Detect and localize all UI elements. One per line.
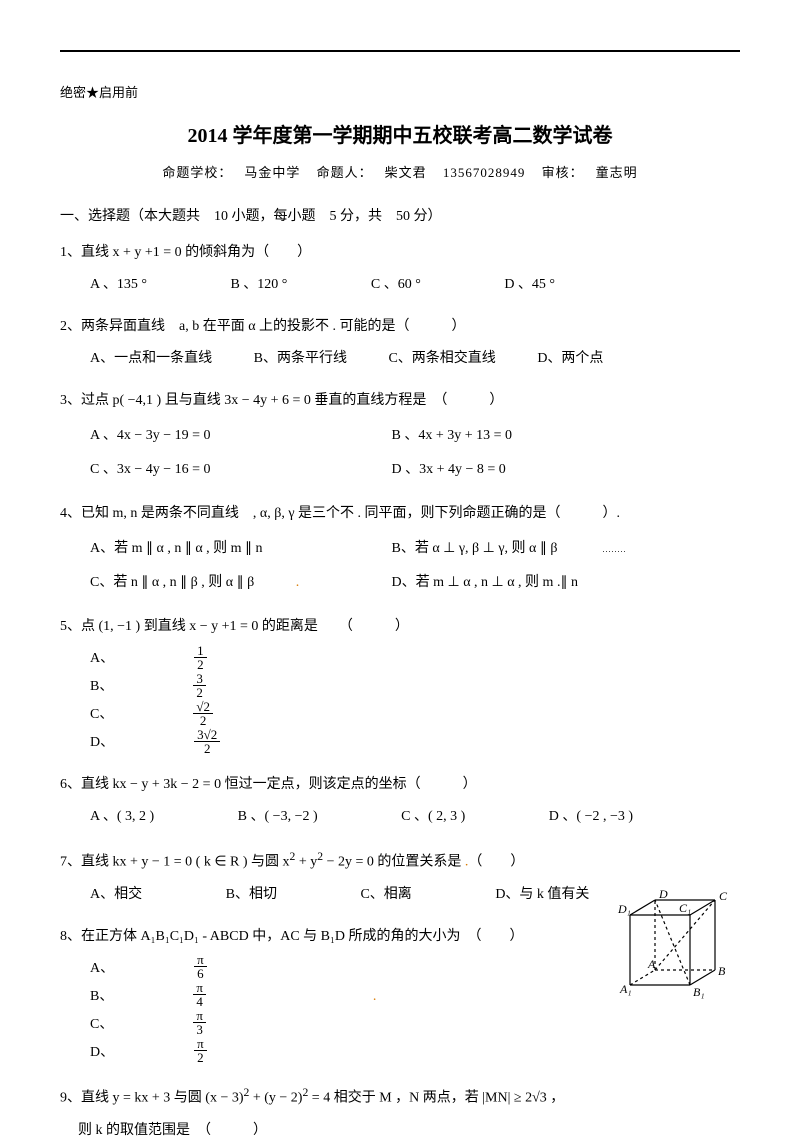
cube-label-a: A <box>647 957 656 971</box>
cube-label-d1: D₁ <box>617 902 631 916</box>
q5-options: A、12 B、32 C、√22 D、3√22 <box>60 645 740 757</box>
q2-opt-c: C、两条相交直线 <box>388 345 495 373</box>
q4-opt-c: C、若 n ∥ α , n ∥ β , 则 α ∥ β . <box>90 566 350 600</box>
question-3: 3、过点 p( −4,1 ) 且与直线 3x − 4y + 6 = 0 垂直的直… <box>60 387 740 486</box>
q1-opt-d: D 、45 ° <box>504 271 555 299</box>
q6-opt-a: A 、( 3, 2 ) <box>90 803 154 831</box>
question-1: 1、直线 x + y +1 = 0 的倾斜角为（ ） A 、135 ° B 、1… <box>60 239 740 299</box>
q7-opt-a: A、相交 <box>90 881 142 909</box>
meta-reviewer-label: 审核： <box>542 165 584 180</box>
cube-diagram: A₁ B₁ B A D₁ C₁ C D <box>615 880 745 1005</box>
q8-opt-d: D、π2 <box>90 1039 367 1067</box>
section-1-heading: 一、选择题（本大题共 10 小题，每小题 5 分，共 50 分） <box>60 205 740 225</box>
q1-opt-b: B 、120 ° <box>230 271 287 299</box>
orange-dot-icon: . <box>373 983 377 1011</box>
q2-opt-b: B、两条平行线 <box>254 345 347 373</box>
q3-opt-a: A 、4x − 3y − 19 = 0 <box>90 419 350 453</box>
q5-opt-a: A、12 <box>90 645 367 673</box>
q5-opt-d: D、3√22 <box>90 729 380 757</box>
q6-options: A 、( 3, 2 ) B 、( −3, −2 ) C 、( 2, 3 ) D … <box>60 803 740 831</box>
q2-opt-a: A、一点和一条直线 <box>90 345 212 373</box>
question-5: 5、点 (1, −1 ) 到直线 x − y +1 = 0 的距离是 （ ） A… <box>60 613 740 757</box>
q1-options: A 、135 ° B 、120 ° C 、60 ° D 、45 ° <box>60 271 740 299</box>
q5-opt-c: C、√22 <box>90 701 373 729</box>
q7-stem: 7、直线 kx + y − 1 = 0 ( k ∈ R ) 与圆 x2 + y2… <box>60 845 740 877</box>
meta-school: 马金中学 <box>244 165 300 180</box>
q3-opt-b: B 、4x + 3y + 13 = 0 <box>392 419 513 453</box>
meta-school-label: 命题学校： <box>162 165 232 180</box>
q1-opt-c: C 、60 ° <box>371 271 421 299</box>
q8-opt-c: C、π3 <box>90 1011 366 1039</box>
q3-stem: 3、过点 p( −4,1 ) 且与直线 3x − 4y + 6 = 0 垂直的直… <box>60 387 740 415</box>
q3-opt-d: D 、3x + 4y − 8 = 0 <box>392 453 506 487</box>
q6-opt-d: D 、( −2 , −3 ) <box>549 803 633 831</box>
q1-stem: 1、直线 x + y +1 = 0 的倾斜角为（ ） <box>60 239 740 267</box>
q7-opt-b: B、相切 <box>226 881 277 909</box>
q4-opt-d: D、若 m ⊥ α , n ⊥ α , 则 m .∥ n <box>392 566 578 600</box>
question-4: 4、已知 m, n 是两条不同直线 , α, β, γ 是三个不 . 同平面，则… <box>60 500 740 599</box>
cube-label-c: C <box>719 889 728 903</box>
meta-author-label: 命题人： <box>317 165 373 180</box>
q5-opt-b: B、32 <box>90 673 366 701</box>
orange-dot-icon: . <box>296 566 300 600</box>
q4-stem: 4、已知 m, n 是两条不同直线 , α, β, γ 是三个不 . 同平面，则… <box>60 500 740 528</box>
dotted-line-icon <box>603 532 627 566</box>
q4-options: A、若 m ∥ α , n ∥ α , 则 m ∥ n B、若 α ⊥ γ, β… <box>60 532 740 599</box>
exam-title: 2014 学年度第一学期期中五校联考高二数学试卷 <box>60 119 740 148</box>
question-6: 6、直线 kx − y + 3k − 2 = 0 恒过一定点，则该定点的坐标（ … <box>60 771 740 831</box>
cube-label-c1: C₁ <box>679 901 691 915</box>
q8-opt-a: A、π6 <box>90 955 367 983</box>
cube-label-b: B <box>718 964 726 978</box>
q7-opt-c: C、相离 <box>360 881 411 909</box>
exam-meta: 命题学校： 马金中学 命题人： 柴文君 13567028949 审核： 童志明 <box>60 162 740 181</box>
meta-reviewer: 童志明 <box>596 165 638 180</box>
question-9: 9、直线 y = kx + 3 与圆 (x − 3)2 + (y − 2)2 =… <box>60 1081 740 1145</box>
q5-stem: 5、点 (1, −1 ) 到直线 x − y +1 = 0 的距离是 （ ） <box>60 613 740 641</box>
q8-opt-b: B、π4 . <box>90 983 456 1011</box>
q2-options: A、一点和一条直线 B、两条平行线 C、两条相交直线 D、两个点 <box>60 345 740 373</box>
q6-opt-c: C 、( 2, 3 ) <box>401 803 465 831</box>
q3-opt-c: C 、3x − 4y − 16 = 0 <box>90 453 350 487</box>
cube-label-d: D <box>658 887 668 901</box>
q9-stem-2: 则 k 的取值范围是 （ ） <box>60 1117 740 1145</box>
cube-label-a1: A₁ <box>619 982 632 996</box>
q6-opt-b: B 、( −3, −2 ) <box>238 803 318 831</box>
q1-opt-a: A 、135 ° <box>90 271 147 299</box>
q7-opt-d: D、与 k 值有关 <box>495 881 589 909</box>
meta-author: 柴文君 <box>385 165 427 180</box>
q4-opt-a: A、若 m ∥ α , n ∥ α , 则 m ∥ n <box>90 532 350 566</box>
meta-phone: 13567028949 <box>443 165 526 180</box>
q2-stem: 2、两条异面直线 a, b 在平面 α 上的投影不 . 可能的是（ ） <box>60 313 740 341</box>
q6-stem: 6、直线 kx − y + 3k − 2 = 0 恒过一定点，则该定点的坐标（ … <box>60 771 740 799</box>
question-2: 2、两条异面直线 a, b 在平面 α 上的投影不 . 可能的是（ ） A、一点… <box>60 313 740 373</box>
q3-options: A 、4x − 3y − 19 = 0 B 、4x + 3y + 13 = 0 … <box>60 419 740 486</box>
q4-opt-b: B、若 α ⊥ γ, β ⊥ γ, 则 α ∥ β <box>392 532 665 566</box>
q2-opt-d: D、两个点 <box>537 345 603 373</box>
top-rule <box>60 50 740 52</box>
q9-stem: 9、直线 y = kx + 3 与圆 (x − 3)2 + (y − 2)2 =… <box>60 1081 740 1113</box>
secret-label: 绝密★启用前 <box>60 82 740 101</box>
cube-label-b1: B₁ <box>693 985 705 999</box>
